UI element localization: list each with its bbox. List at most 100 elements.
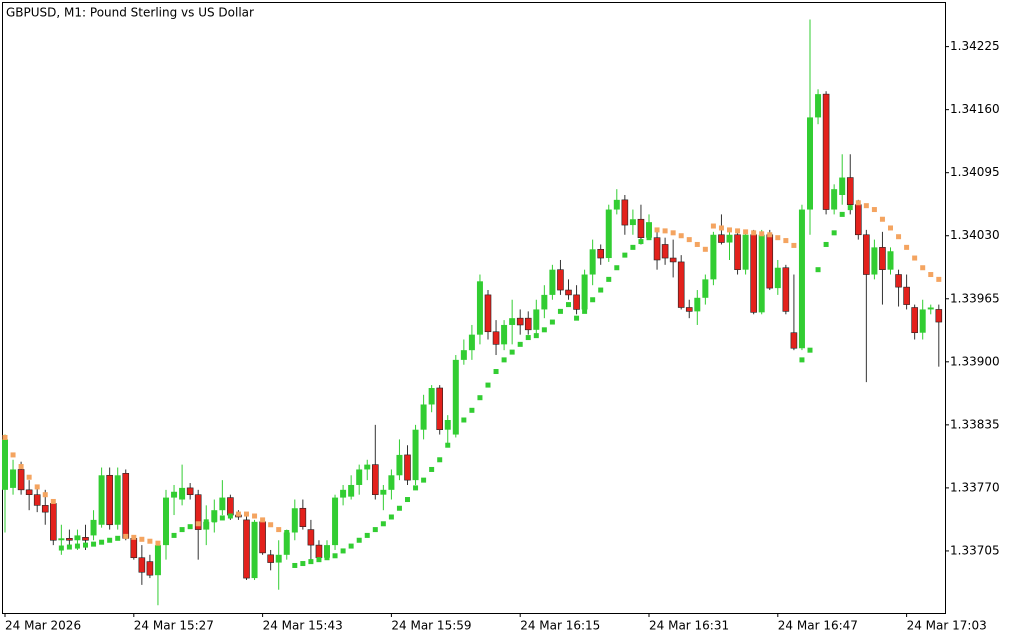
sar-dot xyxy=(429,466,435,472)
sar-dot xyxy=(99,539,105,545)
sar-dot xyxy=(147,538,153,544)
candle-body xyxy=(436,387,444,431)
sar-dot xyxy=(871,207,877,213)
sar-dot xyxy=(686,237,692,243)
sar-dot xyxy=(735,228,741,234)
sar-dot xyxy=(630,244,636,250)
candle-body xyxy=(90,519,97,536)
candle-body xyxy=(871,247,878,275)
candle-body xyxy=(718,234,725,243)
sar-dot xyxy=(461,417,467,423)
candle-body xyxy=(573,294,580,310)
sar-dot xyxy=(654,227,660,233)
sar-dot xyxy=(445,442,451,448)
candle-body xyxy=(138,557,146,573)
candle-body xyxy=(307,529,315,546)
candle-body xyxy=(822,93,830,210)
x-tick-label: 24 Mar 17:03 xyxy=(907,619,987,633)
sar-dot xyxy=(912,255,918,261)
sar-dot xyxy=(582,308,588,314)
candle-body xyxy=(324,545,330,558)
sar-dot xyxy=(855,200,861,206)
candle-body xyxy=(501,324,508,345)
sar-dot xyxy=(244,511,249,517)
sar-dot xyxy=(324,555,330,561)
candle-body xyxy=(798,209,805,349)
candle-body xyxy=(219,497,226,511)
sar-dot xyxy=(759,231,765,237)
sar-dot xyxy=(83,542,88,548)
candle-body xyxy=(428,387,435,405)
candle-body xyxy=(299,507,307,527)
sar-dot xyxy=(751,230,757,236)
sar-dot xyxy=(485,382,491,388)
sar-dot xyxy=(638,239,644,245)
candle-body xyxy=(815,94,822,118)
sar-dot xyxy=(574,315,580,321)
candle-body xyxy=(484,294,492,333)
candle-body xyxy=(404,454,411,481)
sar-dot xyxy=(727,227,732,233)
candle-body xyxy=(605,209,612,259)
candle-body xyxy=(211,510,218,522)
candle-body xyxy=(597,249,605,259)
candle-body xyxy=(203,521,210,530)
candle-body xyxy=(694,297,701,312)
candle-body xyxy=(782,267,790,312)
sar-dot xyxy=(316,557,322,563)
sar-dot xyxy=(815,267,821,273)
sar-dot xyxy=(235,511,241,517)
sar-dot xyxy=(163,537,169,543)
sar-dot xyxy=(469,407,475,413)
sar-dot xyxy=(10,452,16,458)
sar-dot xyxy=(541,327,547,333)
candle-body xyxy=(863,234,870,275)
candle-body xyxy=(750,234,757,313)
sar-dot xyxy=(823,241,829,247)
sar-dot xyxy=(807,347,813,353)
sar-dot xyxy=(904,244,910,250)
sar-dot xyxy=(863,203,869,209)
y-tick-label: 1.33900 xyxy=(950,354,1000,368)
sar-dot xyxy=(791,242,797,248)
sar-dot xyxy=(847,205,853,211)
sar-dot xyxy=(566,302,571,308)
sar-dot xyxy=(50,498,56,504)
y-tick-label: 1.33705 xyxy=(950,543,1000,557)
sar-dot xyxy=(139,536,145,542)
sar-dot xyxy=(702,246,708,252)
candle-body xyxy=(388,475,395,490)
candle-body xyxy=(267,554,274,563)
sar-dot xyxy=(831,230,837,236)
candle-body xyxy=(171,491,178,498)
y-tick-label: 1.34095 xyxy=(950,165,1000,179)
candle-body xyxy=(122,473,130,539)
candle-body xyxy=(25,489,33,495)
candle-body xyxy=(629,219,636,226)
candle-body xyxy=(669,257,677,263)
sar-dot xyxy=(74,543,80,549)
candle-body xyxy=(581,274,588,310)
sar-dot xyxy=(670,230,676,236)
candle-body xyxy=(186,487,194,495)
candle-body xyxy=(396,454,403,476)
candle-body xyxy=(710,234,717,280)
sar-dot xyxy=(396,505,402,511)
candle-body xyxy=(74,535,81,541)
candle-body xyxy=(243,519,250,579)
candle-body xyxy=(661,244,669,259)
candle-body xyxy=(646,222,652,238)
sar-dot xyxy=(284,530,290,536)
candle-body xyxy=(340,489,347,498)
candle-body xyxy=(831,189,838,210)
candle-body xyxy=(533,309,540,330)
candle-body xyxy=(420,404,427,430)
candle-body xyxy=(10,469,17,488)
candle-body xyxy=(637,218,645,238)
sar-dot xyxy=(936,276,942,282)
candle-body xyxy=(903,286,910,305)
sar-dot xyxy=(493,369,499,375)
sar-dot xyxy=(743,229,749,235)
